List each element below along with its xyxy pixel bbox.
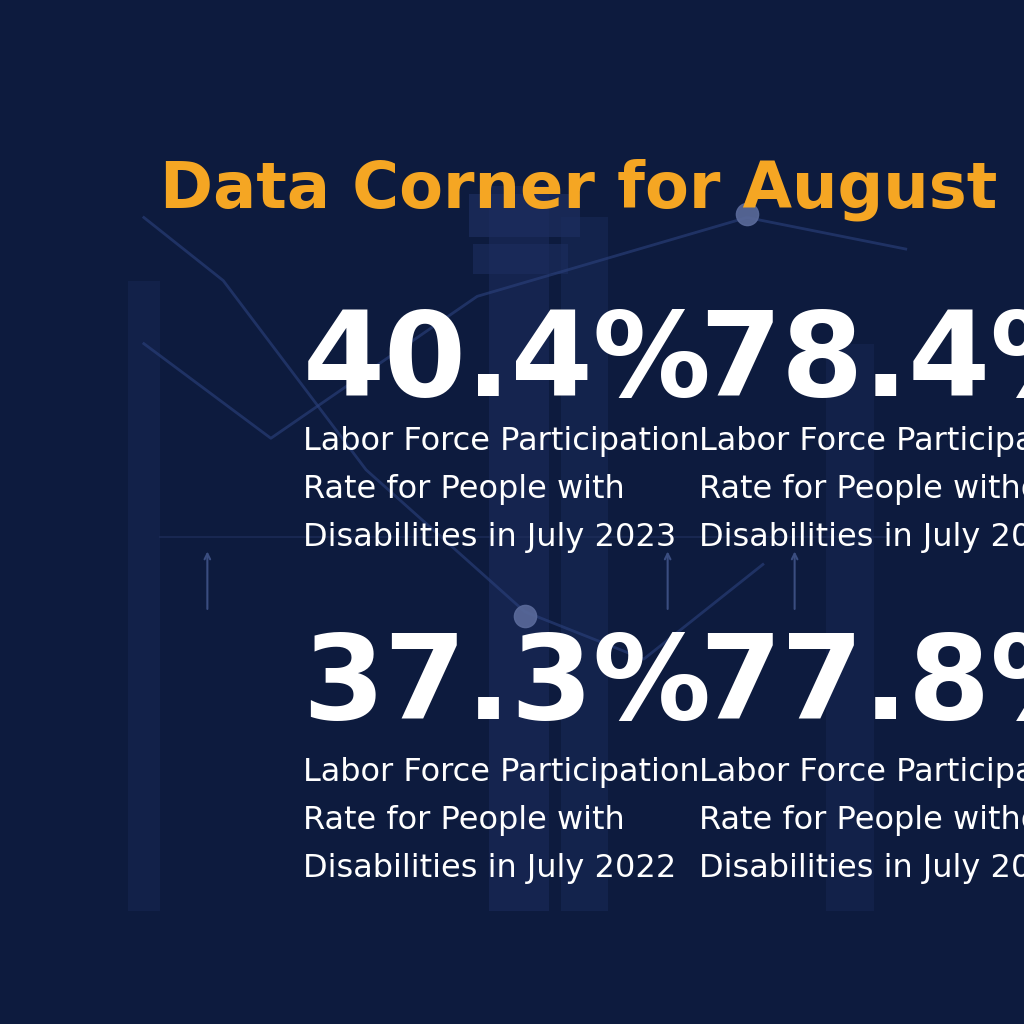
Text: 37.3%: 37.3% xyxy=(303,629,712,744)
Text: 78.4%: 78.4% xyxy=(699,306,1024,421)
Text: Labor Force Participation
Rate for People without
Disabilities in July 2022: Labor Force Participation Rate for Peopl… xyxy=(699,758,1024,884)
Bar xyxy=(560,217,608,911)
Text: 40.4%: 40.4% xyxy=(303,306,712,421)
Bar xyxy=(826,344,874,911)
Text: Data Corner for August 2023: Data Corner for August 2023 xyxy=(160,159,1024,221)
Bar xyxy=(128,281,160,911)
Bar xyxy=(489,186,549,911)
Bar xyxy=(473,245,568,274)
Text: Labor Force Participation
Rate for People with
Disabilities in July 2023: Labor Force Participation Rate for Peopl… xyxy=(303,426,699,553)
Text: Labor Force Participation
Rate for People with
Disabilities in July 2022: Labor Force Participation Rate for Peopl… xyxy=(303,758,699,884)
Bar xyxy=(469,194,581,238)
Text: Labor Force Participation
Rate for People without
Disabilities in July 2023: Labor Force Participation Rate for Peopl… xyxy=(699,426,1024,553)
Text: 77.8%: 77.8% xyxy=(699,629,1024,744)
